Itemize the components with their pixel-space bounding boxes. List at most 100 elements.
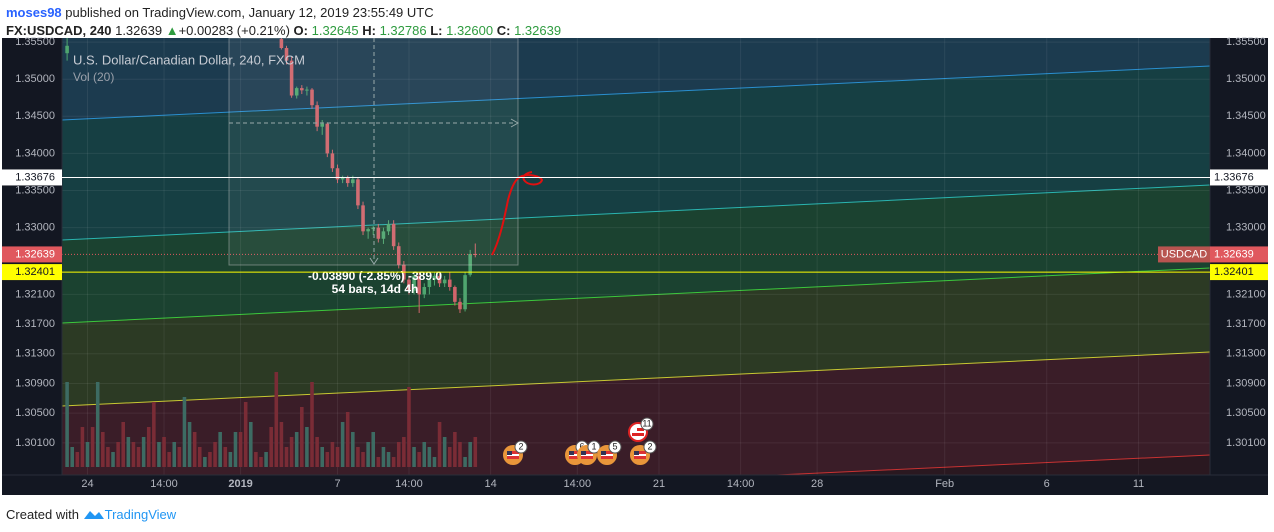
volume-bar	[116, 442, 120, 467]
volume-bar	[417, 452, 421, 467]
y-tick-label: 1.34000	[1226, 147, 1266, 159]
logo	[83, 511, 104, 519]
volume-bar	[187, 422, 192, 467]
volume-bar	[177, 447, 182, 467]
channel-line	[765, 454, 1210, 475]
candle-body	[310, 89, 314, 106]
event-count: 2	[518, 441, 523, 451]
h: 1.32786	[379, 23, 427, 38]
channel-line	[62, 267, 1210, 324]
volume-bar	[126, 437, 131, 467]
x-tick-label: 14	[484, 478, 496, 490]
flag-stripe	[569, 454, 581, 456]
volume-bar	[412, 447, 416, 467]
author[interactable]: moses98	[6, 5, 62, 20]
brand[interactable]: TradingView	[104, 507, 177, 522]
y-tick-label: 1.30900	[15, 377, 55, 389]
volume-bar	[402, 437, 406, 467]
volume-bar	[325, 452, 330, 467]
published: published on TradingView.com, January 12…	[65, 5, 434, 20]
o-label: O:	[293, 23, 308, 38]
c-label: C:	[496, 23, 511, 38]
volume-bar	[289, 437, 294, 467]
channel-line	[62, 65, 1210, 121]
volume-bar	[264, 452, 268, 467]
candle-body	[422, 287, 427, 295]
volume-bar	[274, 372, 279, 467]
volume-bar	[407, 387, 411, 467]
chart: -0.03890 (-2.85%) -389.0 54 bars, 14d 4h…	[2, 36, 1268, 495]
channel-line	[62, 184, 1210, 241]
y-tick-label: 1.30100	[15, 437, 55, 449]
volume-bar	[284, 447, 289, 467]
volume-bar	[315, 437, 319, 467]
volume-bar	[90, 427, 95, 467]
volume-bar	[95, 382, 100, 467]
candle-body	[305, 89, 309, 91]
axes: 1.35500 1.35500 1.35000 1.35000 1.34500 1.345…	[2, 36, 1268, 490]
symbol: FX:USDCAD, 240	[6, 23, 112, 38]
candle-body	[412, 275, 416, 291]
flag-canton	[601, 451, 606, 455]
level-label: 1.33676	[1214, 171, 1254, 183]
volume-bar	[182, 397, 187, 467]
level-label: 1.32401	[1214, 266, 1254, 278]
volume-bar	[376, 457, 381, 467]
candle-body	[417, 275, 421, 295]
volume-bar	[356, 447, 360, 467]
volume-bar	[366, 442, 370, 467]
l: 1.32600	[446, 23, 494, 38]
y-tick-label: 1.31700	[1226, 318, 1266, 330]
volume-bar	[473, 437, 478, 467]
candle-body	[361, 205, 365, 232]
volume-bar	[248, 422, 253, 467]
y-tick-label: 1.32100	[1226, 288, 1266, 300]
candle-body	[325, 123, 330, 154]
event-count: 11	[642, 418, 651, 428]
volume-bar	[391, 457, 396, 467]
candle-body	[371, 227, 376, 230]
candle-body	[289, 60, 294, 96]
volume-bar	[157, 442, 161, 467]
volume-bar	[85, 442, 90, 467]
candle-body	[284, 48, 289, 61]
y-tick-label: 1.30500	[15, 407, 55, 419]
flag-canton	[634, 451, 639, 455]
candle-body	[473, 253, 478, 255]
volume-bar	[131, 442, 136, 467]
volume-bar	[162, 437, 166, 467]
volume-bar	[371, 432, 376, 467]
volume-bar	[223, 447, 228, 467]
volume-bar	[340, 422, 345, 467]
volume-bar	[218, 432, 222, 467]
event-count: 2	[647, 441, 652, 451]
volume-bar	[300, 407, 304, 467]
flag-stripe	[601, 454, 613, 456]
x-tick-label: 2019	[228, 478, 252, 490]
event-badge	[587, 440, 601, 454]
volume-bar	[111, 452, 115, 467]
level-tag	[2, 264, 62, 281]
volume-bar	[80, 427, 85, 467]
y-tick-label: 1.31300	[1226, 348, 1266, 360]
level-tag	[2, 246, 62, 263]
y-tick-label: 1.31300	[15, 348, 55, 360]
candle-body	[442, 279, 447, 284]
volume-bar	[228, 452, 233, 467]
candle-body	[320, 123, 324, 127]
volume-bar	[447, 447, 452, 467]
event-count: 5	[612, 441, 617, 451]
y-tick-label: 1.35000	[1226, 73, 1266, 85]
volume-bar	[437, 422, 442, 467]
event-badge	[640, 417, 654, 431]
level-label: 1.33676	[15, 171, 55, 183]
y-tick-label: 1.30500	[1226, 407, 1266, 419]
measure-span: 54 bars, 14d 4h	[332, 282, 419, 296]
volume-bar	[279, 422, 284, 467]
volume-bar	[442, 437, 447, 467]
zone	[62, 268, 1210, 406]
x-tick-label: 21	[653, 478, 665, 490]
volume-bar	[396, 442, 401, 467]
volume-bar	[208, 452, 212, 467]
candle-body	[366, 229, 370, 232]
